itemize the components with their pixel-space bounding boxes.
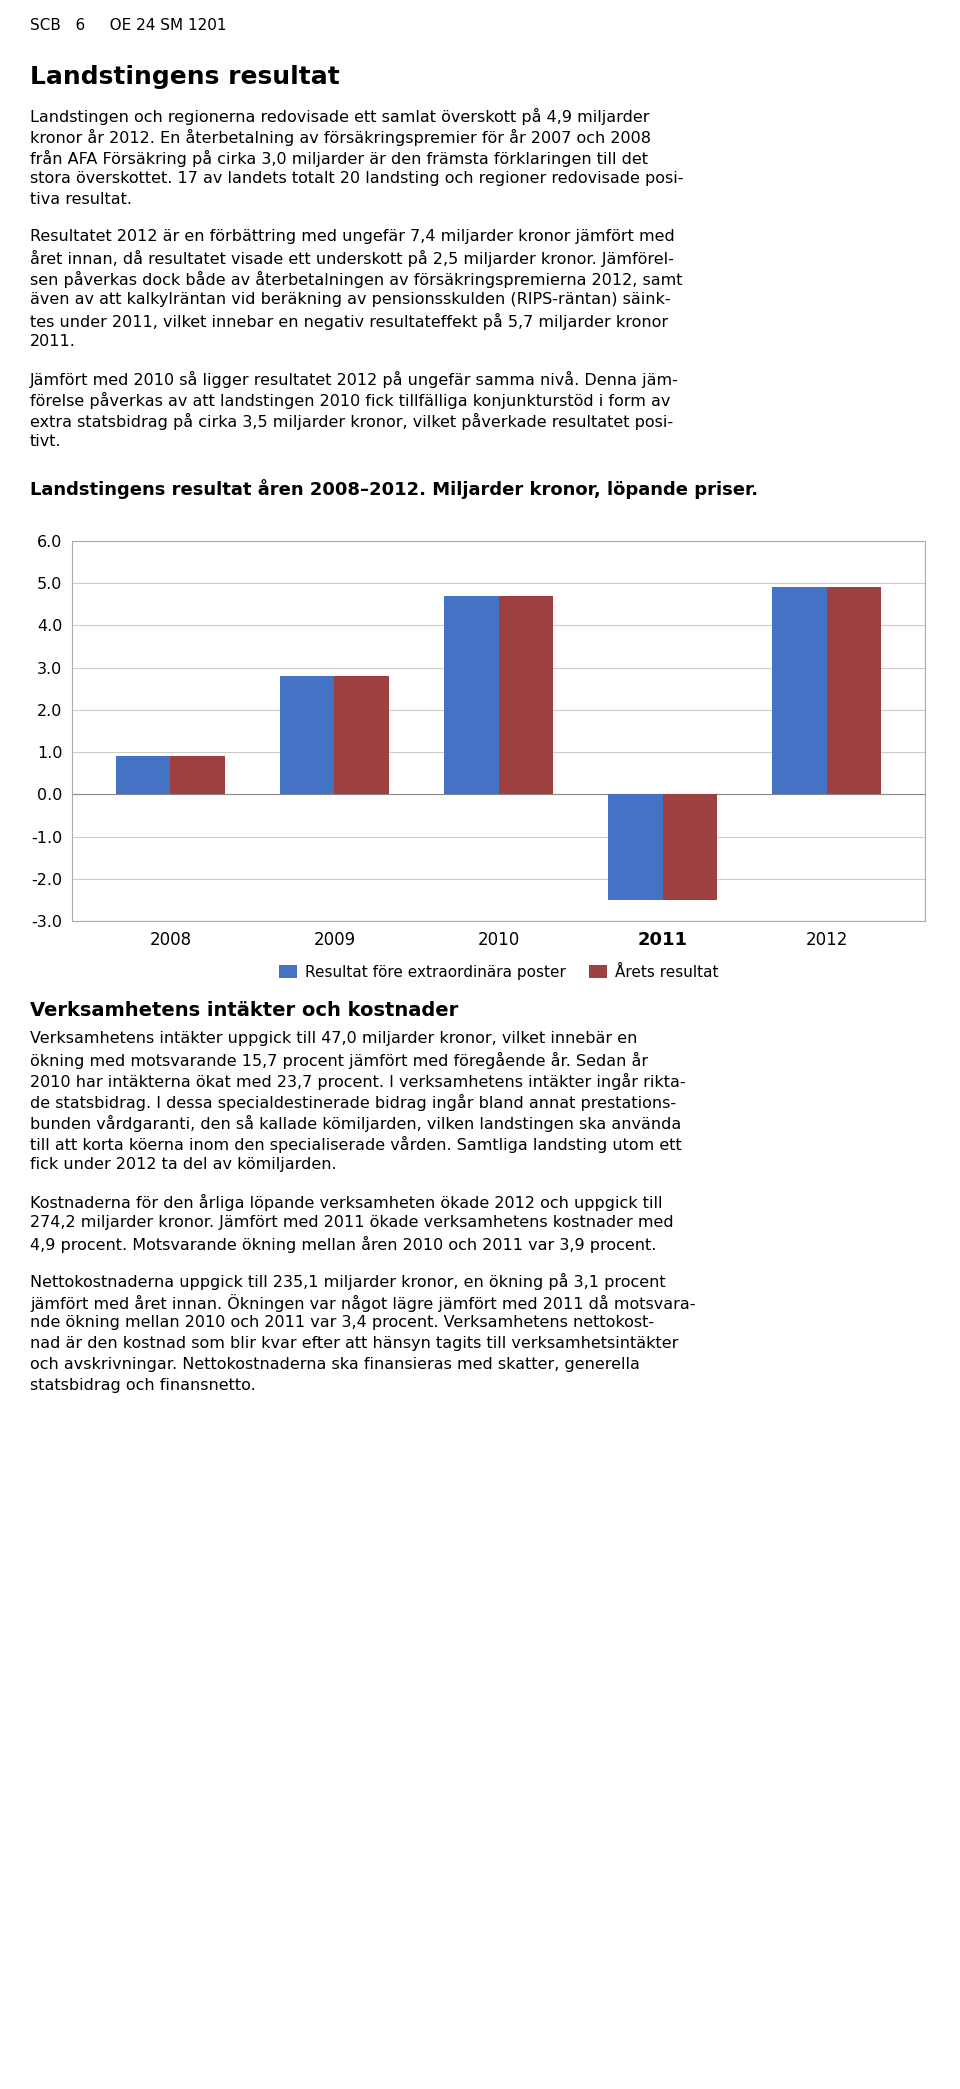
Text: Kostnaderna för den årliga löpande verksamheten ökade 2012 och uppgick till: Kostnaderna för den årliga löpande verks…	[30, 1195, 662, 1212]
Bar	[171, 756, 225, 794]
Text: Nettokostnaderna uppgick till 235,1 miljarder kronor, en ökning på 3,1 procent: Nettokostnaderna uppgick till 235,1 milj…	[30, 1272, 665, 1291]
Text: 4,9 procent. Motsvarande ökning mellan åren 2010 och 2011 var 3,9 procent.: 4,9 procent. Motsvarande ökning mellan å…	[30, 1237, 657, 1253]
Text: till att korta köerna inom den specialiserade vården. Samtliga landsting utom et: till att korta köerna inom den specialis…	[30, 1136, 682, 1153]
Text: Verksamhetens intäkter och kostnader: Verksamhetens intäkter och kostnader	[30, 1001, 458, 1019]
Text: bunden vårdgaranti, den så kallade kömiljarden, vilken landstingen ska använda: bunden vårdgaranti, den så kallade kömil…	[30, 1116, 682, 1132]
Text: Landstingens resultat åren 2008–2012. Miljarder kronor, löpande priser.: Landstingens resultat åren 2008–2012. Mi…	[30, 478, 758, 499]
Text: sen påverkas dock både av återbetalningen av försäkringspremierna 2012, samt: sen påverkas dock både av återbetalninge…	[30, 272, 683, 288]
Text: extra statsbidrag på cirka 3,5 miljarder kronor, vilket påverkade resultatet pos: extra statsbidrag på cirka 3,5 miljarder…	[30, 414, 673, 430]
Text: 274,2 miljarder kronor. Jämfört med 2011 ökade verksamhetens kostnader med: 274,2 miljarder kronor. Jämfört med 2011…	[30, 1216, 674, 1230]
Text: förelse påverkas av att landstingen 2010 fick tillfälliga konjunkturstöd i form : förelse påverkas av att landstingen 2010…	[30, 393, 670, 409]
Text: jämfört med året innan. Ökningen var något lägre jämfört med 2011 då motsvara-: jämfört med året innan. Ökningen var någ…	[30, 1293, 695, 1312]
Text: nad är den kostnad som blir kvar efter att hänsyn tagits till verksamhetsintäkte: nad är den kostnad som blir kvar efter a…	[30, 1337, 679, 1352]
Text: från AFA Försäkring på cirka 3,0 miljarder är den främsta förklaringen till det: från AFA Försäkring på cirka 3,0 miljard…	[30, 150, 648, 167]
Text: även av att kalkylräntan vid beräkning av pensionsskulden (RIPS-räntan) säink-: även av att kalkylräntan vid beräkning a…	[30, 292, 671, 307]
Bar	[662, 794, 717, 900]
Bar	[498, 595, 553, 794]
Text: 2010 har intäkterna ökat med 23,7 procent. I verksamhetens intäkter ingår rikta-: 2010 har intäkterna ökat med 23,7 procen…	[30, 1074, 685, 1090]
Text: Landstingen och regionerna redovisade ett samlat överskott på 4,9 miljarder: Landstingen och regionerna redovisade et…	[30, 109, 650, 125]
Text: statsbidrag och finansnetto.: statsbidrag och finansnetto.	[30, 1379, 255, 1393]
Text: ökning med motsvarande 15,7 procent jämfört med föregående år. Sedan år: ökning med motsvarande 15,7 procent jämf…	[30, 1053, 648, 1070]
Text: de statsbidrag. I dessa specialdestinerade bidrag ingår bland annat prestations-: de statsbidrag. I dessa specialdestinera…	[30, 1095, 676, 1111]
Legend: Resultat före extraordinära poster, Årets resultat: Resultat före extraordinära poster, Året…	[279, 965, 718, 980]
Text: nde ökning mellan 2010 och 2011 var 3,4 procent. Verksamhetens nettokost-: nde ökning mellan 2010 och 2011 var 3,4 …	[30, 1314, 654, 1331]
Text: tes under 2011, vilket innebar en negativ resultateffekt på 5,7 miljarder kronor: tes under 2011, vilket innebar en negati…	[30, 313, 668, 330]
Text: stora överskottet. 17 av landets totalt 20 landsting och regioner redovisade pos: stora överskottet. 17 av landets totalt …	[30, 171, 684, 186]
Bar	[334, 677, 389, 794]
Text: och avskrivningar. Nettokostnaderna ska finansieras med skatter, generella: och avskrivningar. Nettokostnaderna ska …	[30, 1358, 640, 1372]
Text: tiva resultat.: tiva resultat.	[30, 192, 132, 207]
Text: Jämfört med 2010 så ligger resultatet 2012 på ungefär samma nivå. Denna jäm-: Jämfört med 2010 så ligger resultatet 20…	[30, 372, 679, 389]
Text: Landstingens resultat: Landstingens resultat	[30, 65, 340, 90]
Bar	[773, 587, 827, 794]
Bar	[116, 756, 171, 794]
Text: Verksamhetens intäkter uppgick till 47,0 miljarder kronor, vilket innebär en: Verksamhetens intäkter uppgick till 47,0…	[30, 1032, 637, 1047]
Text: året innan, då resultatet visade ett underskott på 2,5 miljarder kronor. Jämföre: året innan, då resultatet visade ett und…	[30, 251, 674, 267]
Bar	[827, 587, 880, 794]
Text: kronor år 2012. En återbetalning av försäkringspremier för år 2007 och 2008: kronor år 2012. En återbetalning av förs…	[30, 130, 651, 146]
Bar	[444, 595, 498, 794]
Text: Resultatet 2012 är en förbättring med ungefär 7,4 miljarder kronor jämfört med: Resultatet 2012 är en förbättring med un…	[30, 230, 675, 244]
Text: 2011.: 2011.	[30, 334, 76, 349]
Text: SCB   6     OE 24 SM 1201: SCB 6 OE 24 SM 1201	[30, 19, 227, 33]
Bar	[609, 794, 662, 900]
Bar	[280, 677, 334, 794]
Text: tivt.: tivt.	[30, 435, 61, 449]
Text: fick under 2012 ta del av kömiljarden.: fick under 2012 ta del av kömiljarden.	[30, 1157, 337, 1172]
